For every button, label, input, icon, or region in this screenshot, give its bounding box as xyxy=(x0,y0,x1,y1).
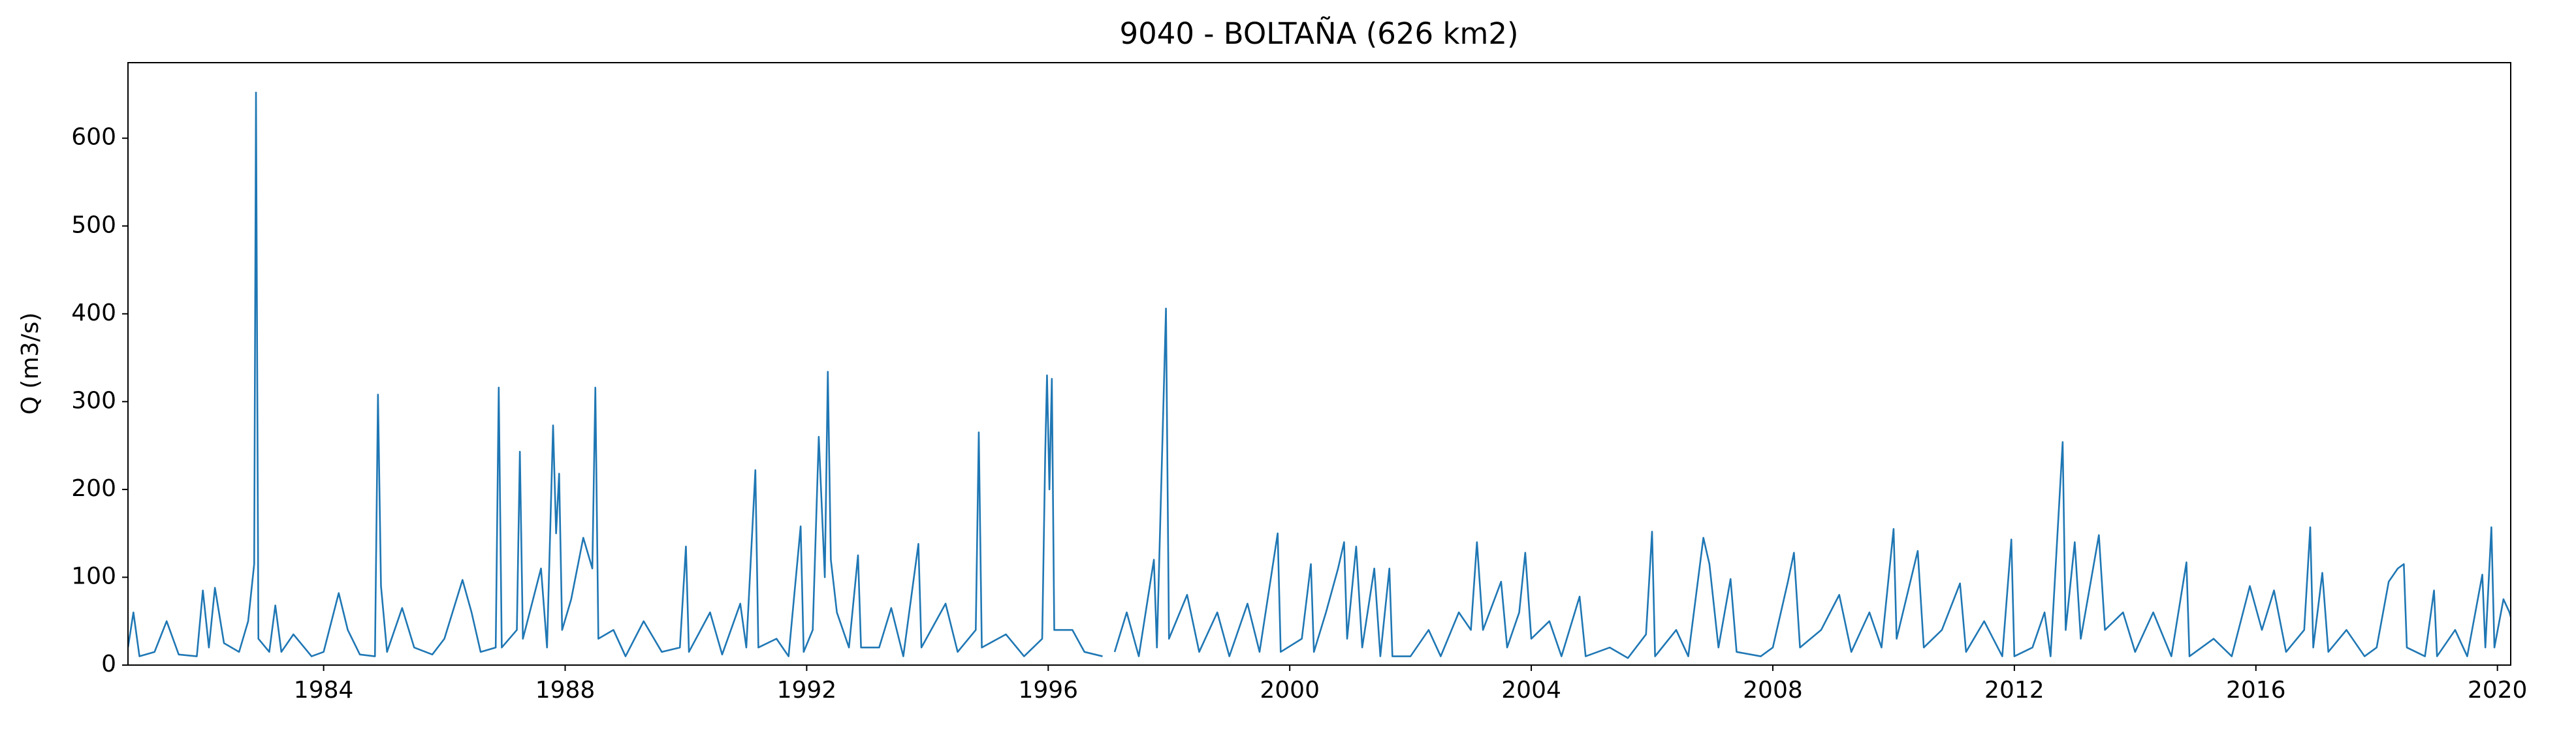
x-tick-label: 1996 xyxy=(1018,677,1078,704)
data-line xyxy=(128,91,2511,659)
y-tick-label: 200 xyxy=(71,475,116,502)
x-tick-label: 1984 xyxy=(294,677,354,704)
x-tick-label: 2020 xyxy=(2468,677,2528,704)
y-tick-label: 600 xyxy=(71,124,116,151)
y-tick-label: 500 xyxy=(71,211,116,238)
x-tick-label: 2000 xyxy=(1260,677,1320,704)
x-tick-label: 2004 xyxy=(1501,677,1561,704)
y-tick-label: 400 xyxy=(71,300,116,326)
x-tick-label: 1992 xyxy=(777,677,837,704)
x-tick-label: 2016 xyxy=(2226,677,2286,704)
y-axis-label: Q (m3/s) xyxy=(17,313,44,415)
plot-frame xyxy=(127,62,2511,666)
chart-title: 9040 - BOLTAÑA (626 km2) xyxy=(1119,16,1518,51)
y-tick-label: 100 xyxy=(71,563,116,589)
x-tick-label: 2008 xyxy=(1743,677,1803,704)
y-tick-label: 300 xyxy=(71,387,116,414)
y-tick-label: 0 xyxy=(101,651,116,677)
x-tick-label: 1988 xyxy=(535,677,596,704)
x-tick-label: 2012 xyxy=(1984,677,2044,704)
